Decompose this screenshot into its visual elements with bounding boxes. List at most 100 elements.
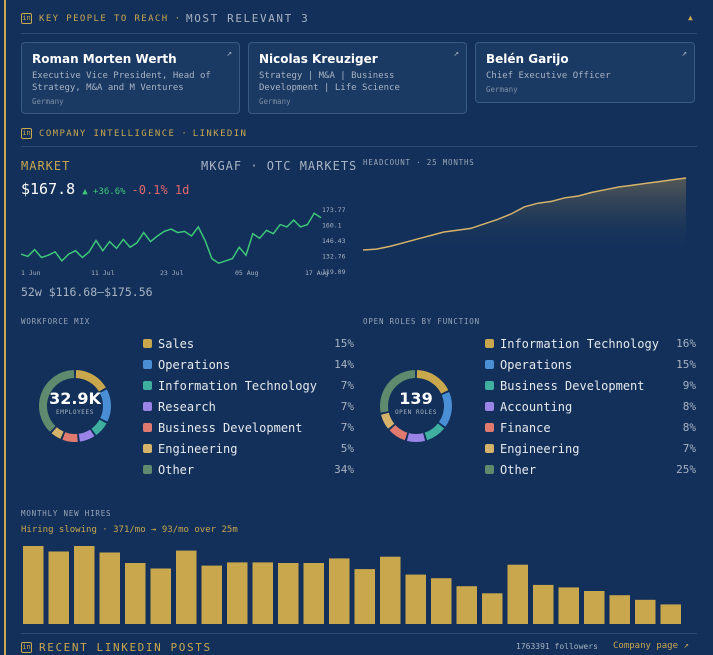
person-role: Strategy, M&A and M Ventures — [32, 83, 184, 93]
donut-slice — [416, 370, 449, 394]
donut-slice — [380, 370, 416, 413]
legend-label: Research — [158, 399, 216, 414]
donut-slice — [39, 370, 75, 432]
change-positive: ▲ +36.6% — [82, 187, 126, 197]
legend-item: Operations 15% — [485, 354, 696, 375]
monthly-hires-label: MONTHLY NEW HIRES — [21, 509, 112, 518]
person-role: Chief Executive Officer — [486, 71, 611, 81]
hires-bar — [125, 563, 146, 624]
legend-item: Research 7% — [143, 396, 354, 417]
workforce-mix-label: WORKFORCE MIX — [21, 317, 91, 326]
legend-item: Business Development 9% — [485, 375, 696, 396]
legend-percent: 7% — [340, 421, 354, 434]
legend-label: Sales — [158, 336, 195, 351]
legend-percent: 7% — [682, 442, 696, 455]
market-52w-range: 52w $116.68–$175.56 — [21, 285, 153, 299]
legend-item: Finance 8% — [485, 417, 696, 438]
legend-item: Business Development 7% — [143, 417, 354, 438]
legend-label: Operations — [500, 357, 573, 372]
y-tick-label: 119.09 — [322, 268, 346, 276]
legend-label: Engineering — [500, 441, 580, 456]
donut-slice — [424, 423, 445, 441]
legend-percent: 5% — [340, 442, 354, 455]
y-tick-label: 132.76 — [322, 253, 346, 261]
legend-percent: 16% — [676, 337, 696, 350]
legend-item: Engineering 5% — [143, 438, 354, 459]
hires-bar — [660, 604, 681, 624]
hires-bar — [23, 546, 44, 624]
collapse-icon[interactable]: ▲ — [688, 13, 693, 22]
company-page-link[interactable]: Company page ↗ — [613, 641, 689, 651]
price-row: $167.8 ▲ +36.6% -0.1% 1d — [21, 180, 189, 198]
headcount-line — [363, 177, 687, 251]
external-link-icon[interactable]: ↗ — [453, 49, 459, 59]
person-card[interactable]: Belén Garijo Chief Executive Officer Ger… — [475, 42, 695, 103]
person-role: Development | Life Science — [259, 83, 400, 93]
employee-count: 32.9K — [49, 389, 101, 408]
change-negative: -0.1% 1d — [131, 183, 190, 197]
legend-item: Sales 15% — [143, 333, 354, 354]
market-label: MARKET — [21, 159, 71, 173]
legend-percent: 14% — [334, 358, 354, 371]
person-country: Germany — [486, 85, 518, 94]
hires-bar — [558, 587, 579, 624]
external-link-icon[interactable]: ↗ — [681, 49, 687, 59]
legend-swatch — [143, 381, 152, 390]
legend-swatch — [143, 465, 152, 474]
employee-count-label: EMPLOYEES — [56, 409, 94, 416]
y-tick-label: 160.1 — [322, 222, 342, 230]
workforce-center: 32.9K EMPLOYEES — [36, 389, 114, 416]
hires-bar — [507, 564, 528, 624]
key-people-header: in KEY PEOPLE TO REACH · MOST RELEVANT 3 — [21, 12, 310, 25]
hires-bar — [150, 568, 171, 624]
legend-percent: 15% — [676, 358, 696, 371]
donut-slice — [381, 412, 395, 429]
divider — [21, 146, 697, 147]
hires-bar — [329, 558, 350, 624]
price-value: $167.8 — [21, 180, 76, 198]
open-roles-center: 139 OPEN ROLES — [377, 389, 455, 416]
company-intel-header: in COMPANY INTELLIGENCE · LINKEDIN — [21, 128, 248, 139]
legend-label: Other — [500, 462, 537, 477]
open-roles-donut-chart — [380, 370, 452, 442]
open-roles-count: 139 — [399, 389, 433, 408]
headcount-area — [363, 178, 686, 250]
headcount-area-chart — [363, 177, 687, 251]
legend-swatch — [485, 465, 494, 474]
donut-slice — [389, 424, 408, 441]
headcount-label: HEADCOUNT · 25 MONTHS — [363, 158, 475, 167]
person-card[interactable]: Roman Morten Werth Executive Vice Presid… — [21, 42, 240, 114]
legend-swatch — [485, 423, 494, 432]
section-subtitle: LINKEDIN — [192, 128, 248, 139]
hires-bar — [201, 565, 222, 624]
workforce-donut-chart — [39, 370, 111, 442]
external-link-icon[interactable]: ↗ — [226, 49, 232, 59]
legend-percent: 7% — [340, 379, 354, 392]
legend-label: Business Development — [158, 420, 303, 435]
legend-item: Other 25% — [485, 459, 696, 480]
legend-label: Other — [158, 462, 195, 477]
person-role: Strategy | M&A | Business — [259, 71, 395, 81]
hires-trend-note: Hiring slowing · 371/mo → 93/mo over 25m — [21, 525, 238, 535]
hires-bar — [99, 552, 120, 624]
legend-swatch — [143, 360, 152, 369]
legend-item: Engineering 7% — [485, 438, 696, 459]
open-roles-legend: Information Technology 16% Operations 15% Bu… — [485, 333, 696, 480]
section-title: RECENT LINKEDIN POSTS — [39, 641, 212, 654]
donut-slice — [406, 433, 426, 442]
donut-slice — [99, 389, 111, 422]
person-name: Nicolas Kreuziger — [259, 52, 378, 66]
legend-label: Operations — [158, 357, 231, 372]
legend-item: Information Technology 16% — [485, 333, 696, 354]
ticker-label: MKGAF · OTC MARKETS — [201, 159, 358, 173]
x-tick-label: 11 Jul — [91, 269, 115, 277]
person-card[interactable]: Nicolas Kreuziger Strategy | M&A | Busin… — [248, 42, 467, 114]
legend-percent: 8% — [682, 400, 696, 413]
y-tick-label: 146.43 — [322, 237, 346, 245]
person-role: Executive Vice President, Head of — [32, 71, 211, 81]
hires-bar — [278, 563, 299, 624]
workforce-legend: Sales 15% Operations 14% Information Technol… — [143, 333, 354, 480]
hires-bar — [456, 586, 477, 624]
hires-bar — [533, 584, 554, 624]
legend-percent: 9% — [682, 379, 696, 392]
